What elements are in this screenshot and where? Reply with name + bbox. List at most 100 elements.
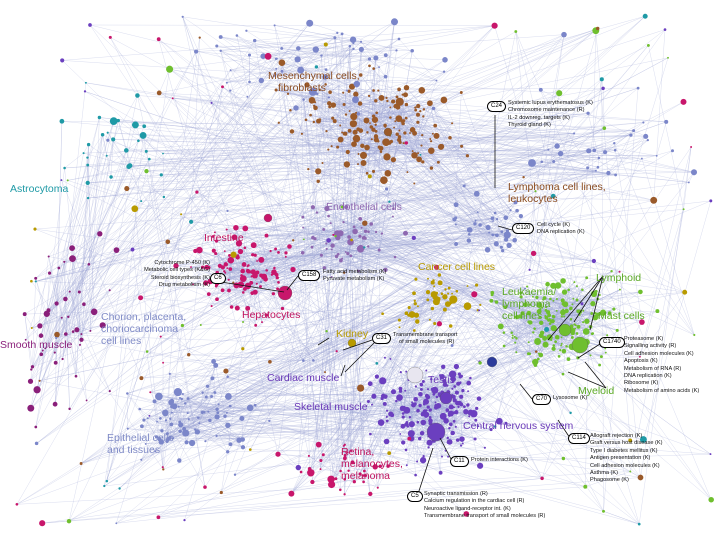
network-node xyxy=(404,389,407,392)
network-node xyxy=(352,228,358,235)
network-node xyxy=(476,211,479,214)
network-edge xyxy=(409,253,534,439)
network-node xyxy=(306,19,314,27)
network-node xyxy=(360,40,363,43)
network-node xyxy=(217,263,223,269)
network-node xyxy=(137,139,140,143)
network-node xyxy=(371,116,379,123)
network-edge xyxy=(188,86,223,355)
network-node xyxy=(495,218,499,221)
network-edge xyxy=(159,92,695,336)
network-node xyxy=(155,392,163,401)
network-node xyxy=(63,260,66,263)
network-edge xyxy=(159,25,495,94)
network-node xyxy=(160,429,164,433)
network-edge xyxy=(127,393,148,419)
network-edge xyxy=(433,108,516,343)
network-edge xyxy=(323,452,348,455)
network-node xyxy=(514,314,520,320)
network-edge xyxy=(104,452,390,487)
network-node xyxy=(236,437,242,443)
network-node xyxy=(115,522,118,525)
network-edge xyxy=(126,95,138,151)
network-node xyxy=(594,169,597,172)
c5-item-4: Transmembrane transport of small molecul… xyxy=(424,513,546,520)
network-node xyxy=(411,150,414,153)
network-node xyxy=(451,292,454,295)
network-node xyxy=(315,441,322,448)
network-node xyxy=(172,437,175,440)
network-edge xyxy=(318,181,477,194)
network-edge xyxy=(529,269,685,293)
network-edge xyxy=(416,422,418,462)
network-edge xyxy=(80,93,560,464)
network-node xyxy=(389,106,392,109)
network-node xyxy=(271,269,277,276)
network-edge xyxy=(160,185,465,337)
network-edge xyxy=(87,164,112,178)
network-node xyxy=(494,300,497,303)
network-node xyxy=(182,429,190,437)
network-edge xyxy=(402,120,433,134)
network-node xyxy=(351,123,355,127)
cluster-c120-badge: C120 xyxy=(512,223,535,234)
network-node xyxy=(269,249,272,253)
network-edge xyxy=(158,351,537,518)
network-node xyxy=(344,251,347,253)
network-edge xyxy=(132,135,144,250)
network-node xyxy=(598,363,602,367)
network-edge xyxy=(190,266,211,282)
label-leukaemia-line3: cell lines xyxy=(502,310,543,323)
network-node xyxy=(690,146,693,148)
network-node xyxy=(563,315,566,318)
network-node xyxy=(187,353,191,357)
network-edge xyxy=(211,102,620,272)
network-edge xyxy=(452,271,620,346)
network-node xyxy=(599,309,607,316)
network-edge xyxy=(147,351,644,440)
network-edge xyxy=(496,210,511,244)
label-endothelial: Endothelial cells xyxy=(326,201,402,213)
network-node xyxy=(353,80,361,88)
network-edge xyxy=(32,117,100,367)
network-node xyxy=(372,464,378,470)
network-node xyxy=(260,53,266,59)
network-edge xyxy=(287,93,370,177)
network-node xyxy=(142,418,146,422)
network-node xyxy=(277,121,280,124)
network-node xyxy=(355,111,358,115)
network-edge xyxy=(35,177,524,282)
network-node xyxy=(414,108,418,112)
network-node xyxy=(349,36,357,43)
network-node xyxy=(638,289,643,295)
network-node xyxy=(551,325,555,329)
network-edge xyxy=(281,48,445,72)
network-node xyxy=(219,490,223,495)
network-edge xyxy=(376,45,649,364)
network-node xyxy=(612,307,616,311)
network-node xyxy=(387,451,392,455)
network-node xyxy=(398,326,401,329)
network-edge xyxy=(58,55,386,269)
network-node xyxy=(539,308,542,311)
network-node xyxy=(446,384,449,387)
network-edge xyxy=(87,182,142,202)
network-edge xyxy=(639,292,685,357)
network-node xyxy=(493,241,499,247)
label-cardiac-muscle: Cardiac muscle xyxy=(267,372,340,384)
network-edge xyxy=(158,39,644,440)
network-node xyxy=(545,281,550,287)
network-node xyxy=(327,96,331,99)
network-node xyxy=(391,99,396,104)
network-edge xyxy=(61,121,634,131)
network-node xyxy=(554,335,560,340)
network-edge xyxy=(308,80,437,456)
network-node xyxy=(395,132,399,136)
network-edge xyxy=(177,391,228,426)
network-edge xyxy=(277,37,336,455)
network-edge xyxy=(181,113,589,215)
network-node xyxy=(397,37,401,41)
network-edge xyxy=(316,212,346,253)
network-node xyxy=(381,312,384,316)
c114-item-4: Antigen presentation (K) xyxy=(590,455,651,462)
